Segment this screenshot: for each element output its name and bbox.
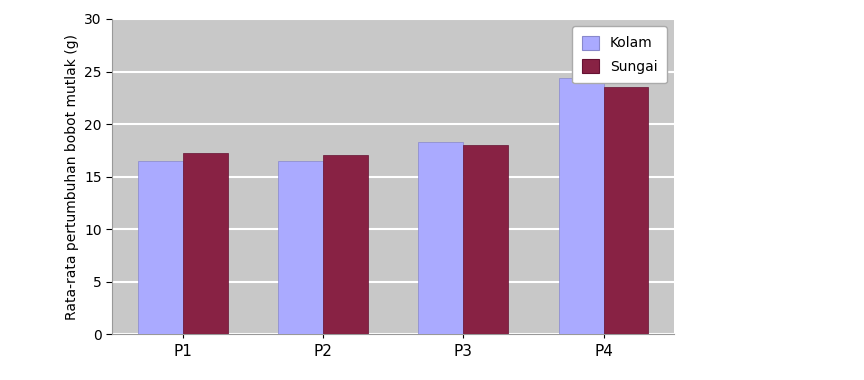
Bar [604, 87, 648, 334]
Y-axis label: Rata-rata pertumbuhan bobot mutlak (g): Rata-rata pertumbuhan bobot mutlak (g) [65, 34, 79, 320]
Bar [182, 152, 227, 334]
Bar [463, 145, 508, 334]
Legend: Kolam, Sungai: Kolam, Sungai [572, 26, 667, 83]
Bar [278, 161, 323, 334]
Bar [418, 142, 463, 334]
Bar [323, 155, 368, 334]
Bar [559, 78, 604, 334]
Bar [138, 161, 182, 334]
